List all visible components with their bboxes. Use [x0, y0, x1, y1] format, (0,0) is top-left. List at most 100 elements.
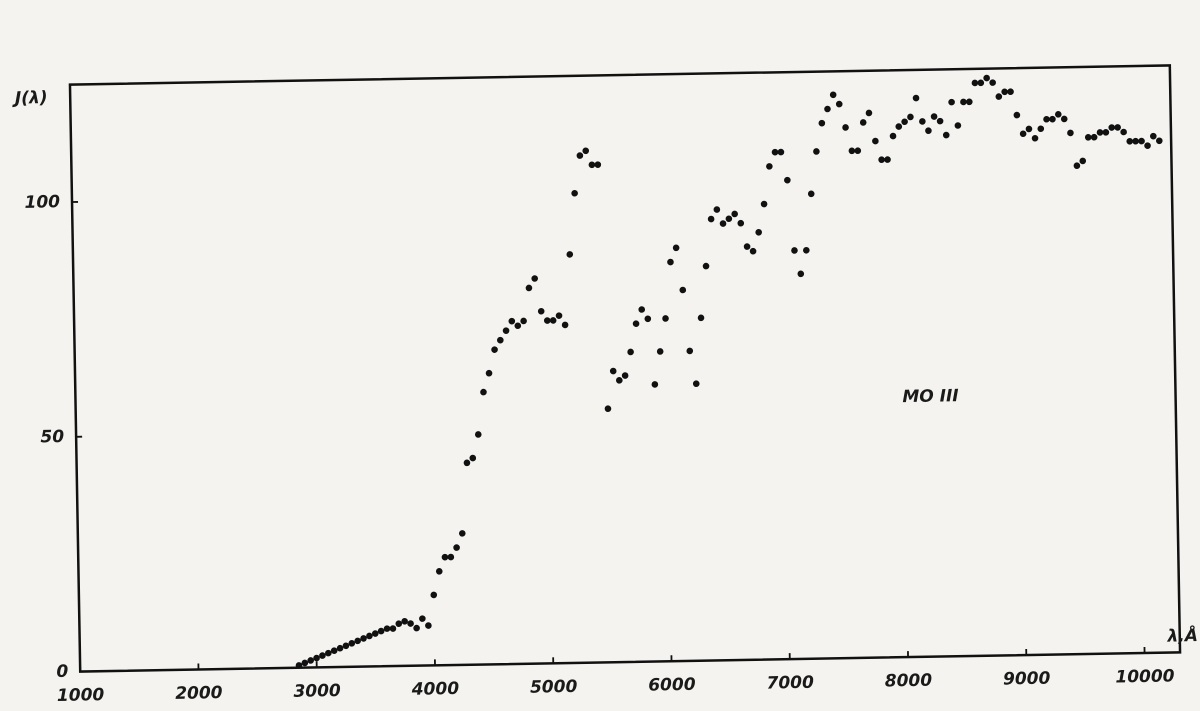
data-point — [731, 210, 738, 218]
data-point — [766, 163, 773, 170]
data-point — [784, 176, 791, 184]
data-point — [576, 152, 584, 159]
x-tick-label: 6000 — [648, 675, 696, 696]
data-point — [453, 544, 460, 551]
data-point — [301, 659, 309, 667]
data-point — [609, 367, 617, 375]
data-point — [829, 91, 837, 99]
data-point — [912, 94, 920, 102]
data-point — [749, 247, 757, 255]
x-tick-label: 8000 — [885, 671, 933, 692]
data-point — [1138, 137, 1145, 145]
data-point — [441, 553, 449, 561]
data-point — [719, 220, 727, 227]
data-point — [672, 244, 680, 252]
data-point — [336, 644, 344, 652]
data-point — [936, 117, 944, 125]
data-point — [771, 148, 779, 156]
data-point — [983, 74, 990, 82]
data-point — [895, 123, 903, 130]
data-point — [543, 317, 551, 324]
data-point — [330, 647, 338, 654]
x-tick-label: 4000 — [411, 679, 460, 700]
data-point — [520, 317, 527, 325]
data-point — [588, 161, 596, 169]
data-point — [1149, 132, 1157, 140]
data-point — [549, 317, 557, 324]
data-point — [848, 147, 856, 155]
data-point — [760, 200, 768, 208]
data-point — [627, 348, 634, 356]
data-point — [425, 622, 432, 629]
data-point — [1090, 133, 1098, 141]
data-point — [1084, 134, 1092, 141]
data-point — [616, 377, 623, 384]
data-point — [377, 627, 385, 635]
data-point — [582, 147, 590, 155]
x-tick-label: 7000 — [766, 673, 814, 694]
data-point — [651, 381, 659, 388]
data-point — [407, 620, 414, 627]
data-point — [1019, 130, 1027, 138]
data-point — [1126, 137, 1134, 145]
data-point — [395, 620, 403, 628]
data-point — [1031, 134, 1039, 142]
data-point — [638, 306, 646, 313]
y-axis-label: J(λ) — [12, 88, 48, 109]
data-point — [469, 454, 477, 462]
data-point — [644, 315, 652, 323]
data-point — [697, 314, 705, 322]
data-point — [319, 652, 326, 659]
x-axis-label: λ,Å — [1166, 623, 1198, 647]
data-point — [807, 190, 815, 198]
data-point — [502, 327, 510, 334]
data-point — [480, 388, 487, 396]
data-point — [1001, 88, 1008, 96]
data-point — [930, 113, 938, 120]
data-point — [1096, 129, 1104, 136]
data-point — [901, 118, 908, 126]
data-point — [307, 657, 315, 664]
data-point — [348, 640, 356, 647]
data-point — [325, 649, 332, 657]
data-point — [401, 617, 408, 625]
data-point — [566, 251, 574, 258]
data-point — [383, 625, 391, 632]
data-point — [1102, 129, 1110, 136]
data-point — [1079, 157, 1087, 165]
data-point — [707, 215, 715, 223]
data-point — [667, 258, 674, 266]
data-point — [813, 148, 820, 155]
data-point — [413, 624, 420, 632]
data-point — [925, 127, 932, 135]
x-tick-label: 10000 — [1115, 666, 1175, 687]
y-tick-label: 0 — [56, 662, 68, 682]
data-point — [1108, 124, 1116, 131]
data-point — [960, 98, 967, 106]
data-point — [497, 336, 504, 344]
data-point — [907, 113, 914, 121]
x-tick-label: 9000 — [1003, 669, 1051, 690]
data-point — [948, 98, 955, 106]
data-point — [966, 98, 973, 106]
data-point — [632, 320, 640, 327]
data-point — [942, 131, 950, 139]
data-point — [859, 119, 867, 126]
data-point — [474, 431, 482, 438]
data-point — [295, 662, 303, 669]
x-tick-label: 1000 — [57, 685, 105, 706]
data-point — [531, 275, 539, 282]
annotation: MO III — [902, 386, 959, 407]
data-point — [1114, 124, 1121, 131]
data-point — [430, 591, 438, 599]
data-point — [354, 637, 361, 645]
plot-frame — [68, 64, 1182, 673]
data-point — [1067, 129, 1074, 137]
data-point — [803, 246, 810, 254]
data-point — [525, 284, 533, 292]
data-point — [702, 262, 710, 270]
data-point — [872, 137, 879, 145]
data-point — [1037, 125, 1045, 133]
